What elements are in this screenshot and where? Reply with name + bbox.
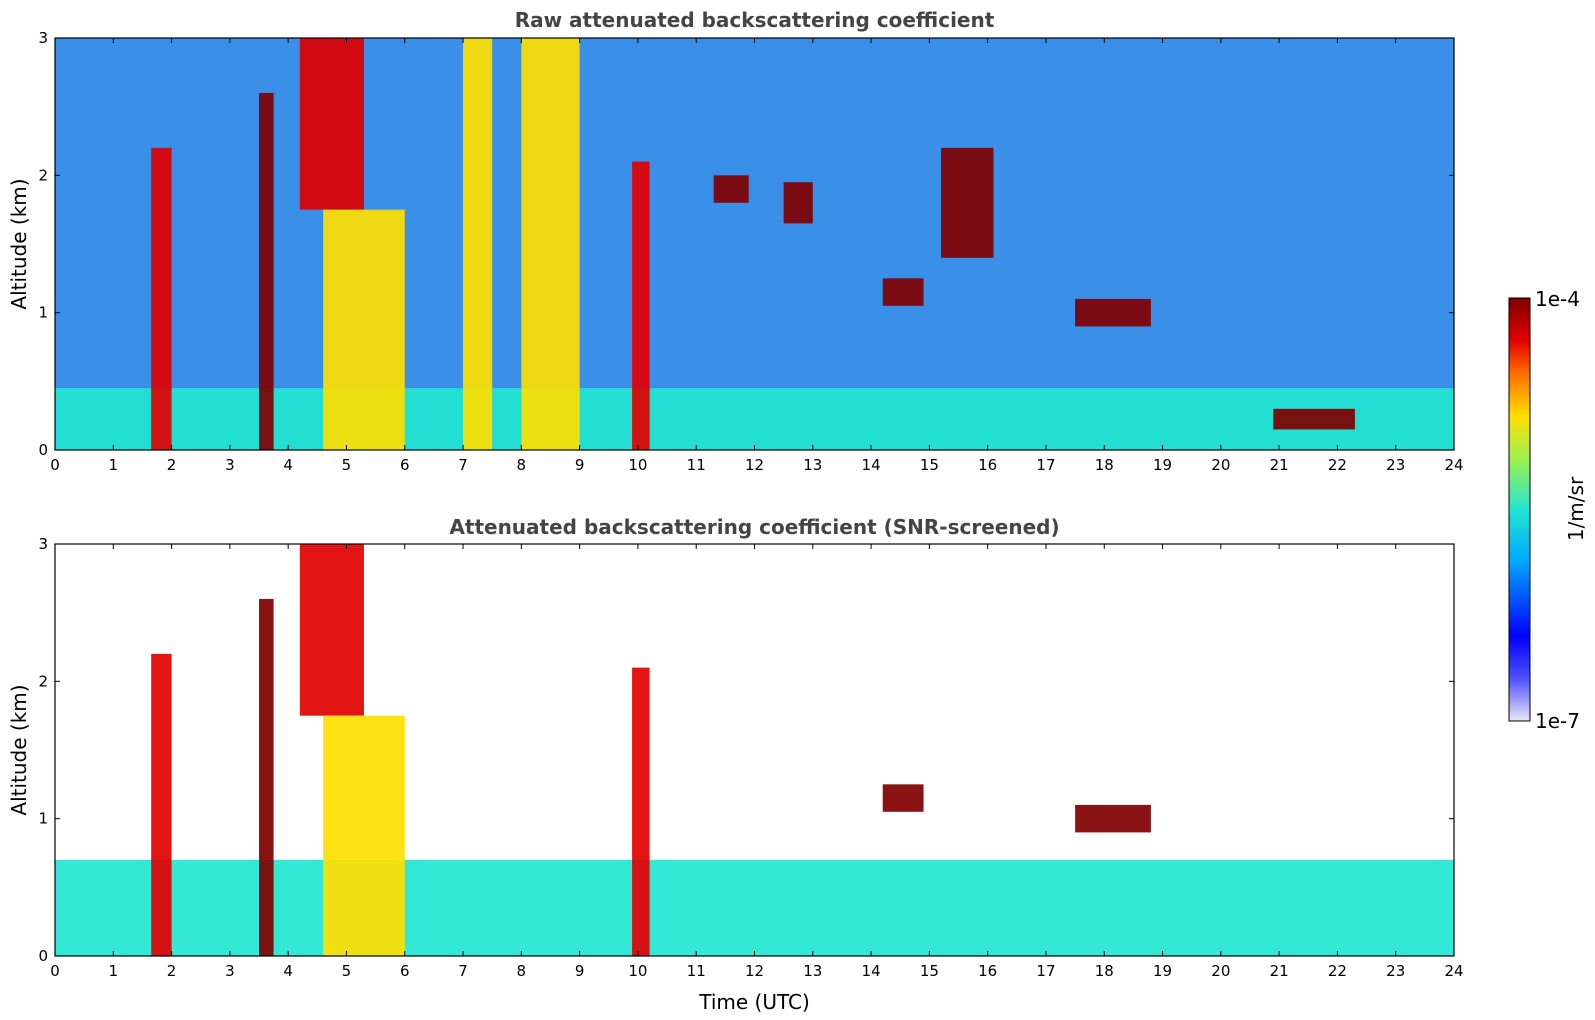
x-tick-label: 17 [1036, 962, 1055, 980]
panel-screened-xlabel: Time (UTC) [698, 990, 810, 1014]
heatmap-feature-5 [632, 667, 650, 956]
x-tick-label: 8 [517, 456, 527, 474]
x-tick-label: 22 [1328, 962, 1347, 980]
x-tick-label: 9 [575, 962, 585, 980]
heatmap-feature-0 [55, 859, 1454, 956]
x-tick-label: 21 [1270, 456, 1289, 474]
heatmap-feature-8 [713, 175, 749, 203]
panel-raw-heatmap [55, 38, 1454, 450]
colorbar-gradient [1508, 297, 1531, 722]
x-tick-label: 20 [1211, 962, 1230, 980]
heatmap-feature-11 [941, 147, 994, 258]
heatmap-feature-6 [882, 784, 924, 812]
colorbar-max-label: 1e-4 [1535, 287, 1580, 311]
y-tick-label: 3 [38, 29, 48, 47]
x-tick-label: 11 [687, 456, 706, 474]
heatmap-feature-7 [632, 161, 650, 450]
x-tick-label: 14 [862, 456, 881, 474]
panel-screened-heatmap [55, 544, 1454, 956]
heatmap-feature-1 [151, 653, 172, 956]
x-tick-label: 22 [1328, 456, 1347, 474]
x-tick-label: 24 [1444, 456, 1463, 474]
heatmap-feature-3 [299, 38, 364, 210]
x-tick-label: 18 [1095, 962, 1114, 980]
y-tick-label: 0 [38, 947, 48, 965]
x-tick-label: 18 [1095, 456, 1114, 474]
x-tick-label: 15 [920, 456, 939, 474]
panel-raw-background [55, 38, 1454, 450]
y-tick-label: 2 [38, 672, 48, 690]
heatmap-feature-5 [463, 38, 493, 450]
x-tick-label: 0 [50, 456, 60, 474]
heatmap-feature-6 [521, 38, 580, 450]
colorbar: 1e-4 1e-7 1/m/sr [1508, 287, 1588, 733]
x-tick-label: 0 [50, 962, 60, 980]
x-tick-label: 5 [342, 962, 352, 980]
x-tick-label: 23 [1386, 456, 1405, 474]
x-tick-label: 7 [458, 962, 468, 980]
panel-screened: Attenuated backscattering coefficient (S… [7, 515, 1464, 1014]
heatmap-feature-7 [1075, 804, 1151, 833]
y-tick-label: 1 [38, 304, 48, 322]
panel-raw-axes: 0 1 2 3 4 5 6 7 8 9 10 11 12 13 14 15 16 17 18 19 20 21 22 23 24… [38, 29, 1463, 474]
colorbar-unit-label: 1/m/sr [1564, 476, 1588, 541]
x-tick-label: 7 [458, 456, 468, 474]
colorbar-min-label: 1e-7 [1535, 709, 1580, 733]
x-tick-label: 21 [1270, 962, 1289, 980]
heatmap-feature-13 [1273, 408, 1355, 430]
x-tick-label: 13 [803, 456, 822, 474]
heatmap-feature-4 [323, 209, 405, 450]
x-tick-label: 19 [1153, 962, 1172, 980]
x-tick-label: 2 [167, 456, 177, 474]
x-tick-label: 2 [167, 962, 177, 980]
y-tick-label: 2 [38, 166, 48, 184]
heatmap-feature-9 [783, 182, 813, 224]
x-tick-label: 10 [628, 962, 647, 980]
heatmap-feature-4 [323, 715, 405, 956]
x-tick-label: 4 [283, 456, 293, 474]
x-tick-label: 16 [978, 962, 997, 980]
panel-raw-title: Raw attenuated backscattering coefficien… [515, 8, 995, 32]
x-tick-label: 19 [1153, 456, 1172, 474]
y-tick-label: 0 [38, 441, 48, 459]
x-tick-label: 13 [803, 962, 822, 980]
x-tick-label: 6 [400, 962, 410, 980]
x-tick-label: 20 [1211, 456, 1230, 474]
x-tick-label: 17 [1036, 456, 1055, 474]
panel-screened-axes: 0 1 2 3 4 5 6 7 8 9 10 11 12 13 14 15 16 17 18 19 20 21 22 23 24… [38, 535, 1463, 980]
x-tick-label: 11 [687, 962, 706, 980]
heatmap-feature-2 [259, 92, 274, 450]
panel-raw: Raw attenuated backscattering coefficien… [7, 8, 1464, 474]
heatmap-feature-12 [1075, 298, 1151, 327]
y-tick-label: 3 [38, 535, 48, 553]
x-tick-label: 10 [628, 456, 647, 474]
x-tick-label: 16 [978, 456, 997, 474]
x-tick-label: 5 [342, 456, 352, 474]
x-tick-label: 23 [1386, 962, 1405, 980]
x-tick-label: 12 [745, 962, 764, 980]
heatmap-feature-10 [882, 278, 924, 306]
x-tick-label: 3 [225, 962, 235, 980]
x-tick-label: 1 [109, 456, 119, 474]
y-tick-label: 1 [38, 810, 48, 828]
x-tick-label: 4 [283, 962, 293, 980]
panel-screened-ylabel: Altitude (km) [7, 684, 31, 815]
x-tick-label: 8 [517, 962, 527, 980]
panel-raw-ylabel: Altitude (km) [7, 178, 31, 309]
x-tick-label: 3 [225, 456, 235, 474]
heatmap-feature-1 [151, 147, 172, 450]
x-tick-label: 6 [400, 456, 410, 474]
heatmap-feature-3 [299, 544, 364, 716]
x-tick-label: 15 [920, 962, 939, 980]
x-tick-label: 12 [745, 456, 764, 474]
x-tick-label: 24 [1444, 962, 1463, 980]
heatmap-feature-2 [259, 598, 274, 956]
panel-screened-title: Attenuated backscattering coefficient (S… [449, 515, 1059, 539]
x-tick-label: 1 [109, 962, 119, 980]
heatmap-feature-0 [55, 388, 1454, 450]
x-tick-label: 14 [862, 962, 881, 980]
x-tick-label: 9 [575, 456, 585, 474]
